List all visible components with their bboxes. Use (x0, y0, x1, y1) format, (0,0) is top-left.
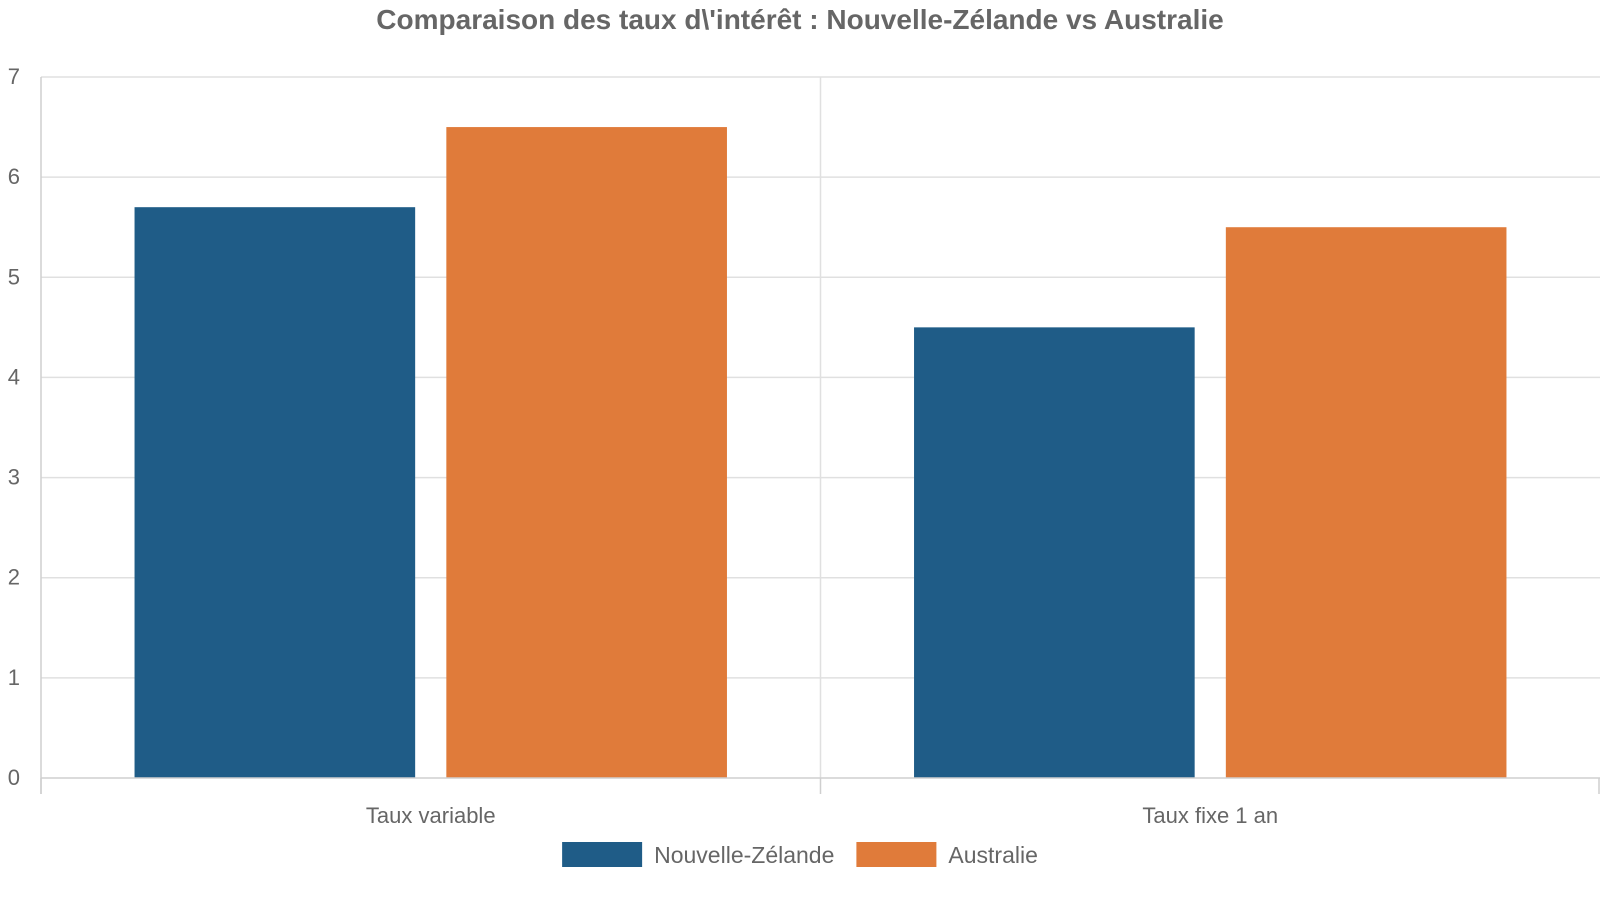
y-tick-label: 5 (8, 264, 20, 289)
y-tick-label: 4 (8, 364, 20, 389)
bars-layer (134, 127, 1507, 779)
y-tick-label: 1 (8, 665, 20, 690)
y-tick-label: 6 (8, 164, 20, 189)
legend-label-0[interactable]: Nouvelle-Zélande (654, 842, 834, 868)
y-tick-label: 2 (8, 565, 20, 590)
y-tick-label: 0 (8, 765, 20, 790)
x-tick-label: Taux fixe 1 an (1142, 803, 1278, 828)
bar-1-0[interactable] (914, 327, 1195, 778)
legend[interactable]: Nouvelle-Zélande Australie (562, 842, 1038, 868)
y-tick-label: 3 (8, 465, 20, 490)
bar-0-1[interactable] (446, 127, 727, 779)
axis-layer: 0 1 2 3 4 5 6 7 Taux variable Taux fixe 1 an (8, 64, 1600, 828)
y-tick-label: 7 (8, 64, 20, 89)
bar-1-1[interactable] (1225, 227, 1507, 778)
legend-swatch-0[interactable] (562, 842, 643, 867)
bar-0-0[interactable] (134, 207, 416, 778)
x-tick-label: Taux variable (366, 803, 496, 828)
legend-swatch-1[interactable] (856, 842, 937, 867)
legend-label-1[interactable]: Australie (948, 842, 1037, 868)
chart-title: Comparaison des taux d\'intérêt : Nouvel… (376, 4, 1223, 35)
